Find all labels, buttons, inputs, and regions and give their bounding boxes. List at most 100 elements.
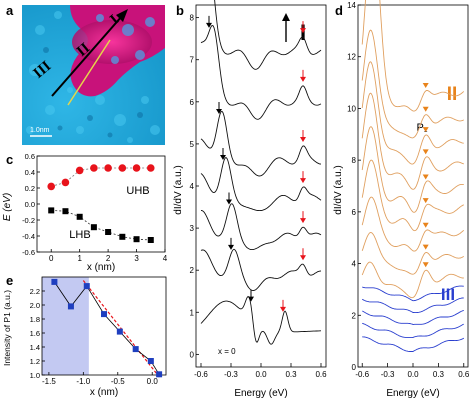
black-arrowhead	[228, 244, 234, 250]
panel-d-xlabel: Energy (eV)	[386, 388, 439, 399]
P1-arrow	[422, 174, 429, 180]
spectrum-line	[200, 203, 322, 251]
data-point	[61, 178, 70, 187]
spectrum-line-III	[362, 309, 464, 325]
y-tick-label: 1.4	[30, 343, 40, 352]
peak-P1-label: P₁	[416, 122, 427, 134]
spectrum-line	[200, 156, 322, 212]
P1-arrow	[422, 149, 429, 155]
y-tick-label: 4	[190, 182, 195, 191]
spectrum-line-II	[361, 126, 464, 213]
panel-d-series	[361, 0, 465, 352]
panel-e-xlabel: x (nm)	[90, 387, 118, 398]
spectrum-line	[200, 110, 322, 177]
panel-d-xticks: -0.6 -0.3 0.0 0.3 0.6	[355, 363, 470, 379]
y-tick-label: 0.2	[25, 184, 35, 193]
black-arrowhead	[226, 199, 232, 205]
P1-arrow	[422, 244, 429, 250]
spectrum-line-II	[361, 159, 464, 232]
P1-arrow	[422, 83, 429, 89]
spectrum-line-II	[361, 261, 464, 299]
red-arrowhead	[300, 137, 306, 143]
y-tick-label: -0.4	[22, 232, 35, 241]
panel-b-letter: b	[176, 3, 184, 18]
y-tick-label: 7	[190, 56, 195, 65]
P1-arrow	[422, 106, 429, 112]
x-tick-label: -0.6	[355, 370, 369, 379]
x-tick-label: -0.3	[224, 370, 238, 379]
y-tick-label: 1.8	[30, 315, 40, 324]
panel-c-letter: c	[6, 152, 14, 167]
x-tick-label: 2	[106, 254, 111, 263]
x-tick-label: 0.3	[285, 370, 297, 379]
data-point	[104, 164, 112, 172]
y-tick-label: 8	[352, 156, 357, 165]
data-point	[90, 164, 98, 172]
panel-b-up-arrowhead	[282, 13, 290, 21]
y-tick-label: 6	[190, 98, 195, 107]
black-arrowhead	[206, 22, 212, 28]
x-tick-label: 0	[49, 254, 54, 263]
P1-arrow	[422, 222, 429, 228]
data-point	[101, 311, 107, 318]
panel-b-xticks: -0.6 -0.3 0.0 0.3 0.6	[194, 363, 327, 379]
x-tick-label: -0.5	[111, 377, 125, 386]
spectrum-line-II	[361, 92, 464, 190]
region-III-label: III	[441, 285, 455, 304]
y-tick-label: 6	[352, 208, 357, 217]
panel-b-xlabel: Energy (eV)	[234, 388, 287, 399]
spectrum-line	[200, 248, 322, 291]
data-point	[90, 224, 97, 231]
y-tick-label: 3	[190, 224, 195, 233]
y-tick-label: 2	[190, 266, 195, 275]
x-tick-label: 3	[134, 254, 139, 263]
x-tick-label: 0.6	[315, 370, 327, 379]
panel-b-x0-annotation: x = 0	[218, 347, 236, 356]
shaded-region	[42, 277, 89, 375]
red-arrowhead	[300, 178, 306, 184]
y-tick-label: 14	[347, 1, 356, 10]
y-tick-label: 1	[190, 308, 195, 317]
topography-dark-spots	[43, 47, 143, 138]
x-tick-label: 0.0	[147, 377, 159, 386]
data-point	[132, 164, 141, 172]
panel-d-chart: dI/dV (a.u.) Energy (eV) II III P₁ -0.6-…	[333, 0, 470, 399]
data-point	[147, 358, 154, 364]
island-holes	[96, 14, 155, 64]
panel-e-yticks: 2.2 2.0 1.8 1.6 1.4 1.2 1.0	[30, 287, 45, 380]
spectrum-line-II	[361, 196, 465, 252]
panel-e-series	[51, 278, 163, 379]
spectrum-line-III	[362, 336, 465, 352]
spectrum-line-III	[362, 285, 464, 302]
series-line	[51, 210, 151, 241]
P1-arrow	[422, 127, 429, 133]
panel-c-ylabel: E (eV)	[2, 193, 13, 221]
red-arrowhead	[300, 76, 306, 82]
region-II-label: II	[447, 84, 458, 105]
y-tick-label: 0.6	[25, 152, 35, 161]
x-tick-label: 0.0	[255, 370, 267, 379]
data-point	[67, 303, 74, 310]
P1-arrow	[422, 198, 429, 204]
y-tick-label: 1.6	[30, 329, 40, 338]
panel-e-frame	[41, 276, 167, 376]
spectrum-line-II	[361, 232, 465, 275]
y-tick-label: 0	[352, 363, 357, 372]
data-point	[105, 229, 112, 235]
panel-c-chart: E (eV) x (nm) UHB LHB 0 1 2 3 4 0.6 0.4 0.2 0.0…	[2, 152, 168, 272]
x-tick-label: 0.0	[407, 370, 419, 379]
panel-c-frame	[36, 155, 166, 253]
red-arrowhead	[280, 306, 286, 312]
data-point	[75, 166, 84, 175]
line-cut-arrowhead	[116, 9, 128, 22]
data-point	[83, 283, 90, 290]
panel-c-xlabel: x (nm)	[87, 262, 115, 272]
y-tick-label: 0.0	[25, 200, 35, 209]
spectrum-line	[214, 0, 322, 70]
data-point	[47, 182, 56, 191]
spectrum-line-II	[361, 61, 464, 165]
data-point	[118, 164, 127, 172]
data-point	[51, 278, 58, 285]
spectrum-line	[200, 295, 321, 345]
y-tick-label: 10	[347, 104, 356, 113]
